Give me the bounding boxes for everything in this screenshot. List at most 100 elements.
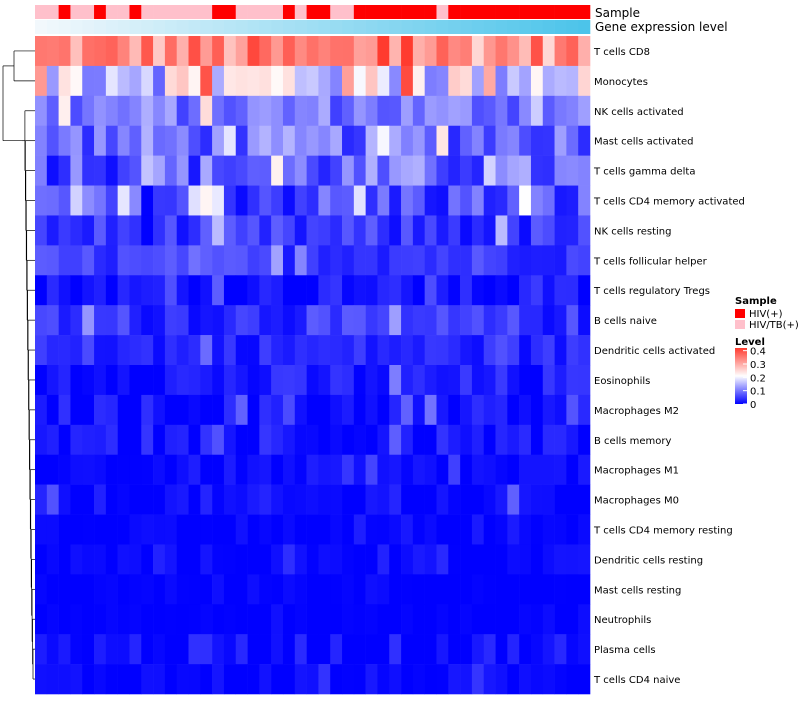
heatmap-cell xyxy=(389,544,402,575)
heatmap-cell xyxy=(141,95,154,127)
gene-expression-annotation-cell xyxy=(58,20,71,34)
heatmap-cell xyxy=(377,305,390,336)
heatmap-cell xyxy=(460,394,473,426)
heatmap-cell xyxy=(554,484,567,515)
heatmap-cell xyxy=(495,95,508,127)
heatmap-cell xyxy=(483,664,496,695)
heatmap-cell xyxy=(188,245,201,276)
heatmap-cell xyxy=(519,65,532,97)
heatmap-cell xyxy=(306,155,319,186)
gene-expression-annotation-cell xyxy=(35,20,48,34)
heatmap-cell xyxy=(247,305,260,336)
heatmap-cell xyxy=(223,514,237,545)
heatmap-cell xyxy=(58,65,71,97)
heatmap-cell xyxy=(377,125,390,156)
gene-expression-annotation-cell xyxy=(82,20,95,34)
sample-annotation-cell xyxy=(318,5,331,19)
heatmap-cell xyxy=(70,185,83,216)
heatmap-cell xyxy=(377,604,390,635)
heatmap-cell xyxy=(282,365,296,396)
heatmap-cell xyxy=(412,604,425,635)
legend-tick-label: 0.3 xyxy=(750,360,766,371)
heatmap-cell xyxy=(306,634,319,665)
heatmap-cell xyxy=(365,664,378,695)
heatmap-cell xyxy=(566,65,579,97)
heatmap-cell xyxy=(35,185,48,216)
heatmap-cell xyxy=(282,185,296,216)
heatmap-cell xyxy=(176,454,189,485)
heatmap-cell xyxy=(259,65,272,97)
heatmap-cell xyxy=(342,664,355,695)
heatmap-cell xyxy=(519,365,532,396)
heatmap-cell xyxy=(530,185,544,216)
heatmap-cell xyxy=(330,65,343,97)
heatmap-cell xyxy=(578,664,591,695)
heatmap-cell xyxy=(271,634,284,665)
heatmap-cell xyxy=(401,65,414,97)
heatmap-cell xyxy=(424,36,437,67)
gene-expression-annotation-bar xyxy=(35,20,591,34)
heatmap-cell xyxy=(294,514,307,545)
heatmap-cell xyxy=(436,215,449,246)
heatmap-cell xyxy=(105,484,118,515)
heatmap-cell xyxy=(129,36,142,67)
heatmap-cell xyxy=(578,95,591,127)
heatmap-cell xyxy=(235,604,248,635)
heatmap-cell xyxy=(401,335,414,366)
heatmap-cell xyxy=(82,275,95,306)
heatmap-cell xyxy=(94,544,107,575)
heatmap-cell xyxy=(471,215,485,246)
row-labels: T cells CD8 Monocytes NK cells activated Ma… xyxy=(593,47,745,686)
heatmap-cell xyxy=(82,664,95,695)
heatmap-cell xyxy=(412,664,425,695)
heatmap-cell xyxy=(542,245,555,276)
heatmap-cell xyxy=(82,125,95,156)
heatmap-cell xyxy=(235,305,248,336)
heatmap-cell xyxy=(460,365,473,396)
heatmap-cell xyxy=(82,574,95,605)
heatmap-cell xyxy=(353,95,366,127)
heatmap-cell xyxy=(519,604,532,635)
heatmap-cell xyxy=(342,245,355,276)
heatmap-cell xyxy=(94,514,107,545)
heatmap-cell xyxy=(271,394,284,426)
heatmap-cell xyxy=(46,574,59,605)
heatmap-cell xyxy=(294,215,307,246)
heatmap-cell xyxy=(519,125,532,156)
heatmap-cell xyxy=(153,544,166,575)
heatmap-cell xyxy=(212,305,225,336)
heatmap-cell xyxy=(542,484,555,515)
heatmap-cell xyxy=(342,185,355,216)
sample-annotation-cell xyxy=(401,5,414,19)
heatmap-cell xyxy=(58,275,71,306)
heatmap-cell xyxy=(259,36,272,67)
heatmap-cell xyxy=(46,544,59,575)
heatmap-cell xyxy=(153,305,166,336)
heatmap-cell xyxy=(141,335,154,366)
heatmap-cell xyxy=(412,634,425,665)
heatmap-cell xyxy=(70,365,83,396)
heatmap-cell xyxy=(271,95,284,127)
heatmap-cell xyxy=(448,215,461,246)
heatmap-cell xyxy=(200,36,213,67)
heatmap-cell xyxy=(330,664,343,695)
heatmap-cell xyxy=(412,245,425,276)
heatmap-cell xyxy=(141,65,154,97)
heatmap-cell xyxy=(259,215,272,246)
heatmap-cell xyxy=(542,664,555,695)
heatmap-cell xyxy=(377,185,390,216)
heatmap-cell xyxy=(271,514,284,545)
heatmap-cell xyxy=(282,454,296,485)
heatmap-cell xyxy=(176,335,189,366)
heatmap-cell xyxy=(542,95,555,127)
heatmap-cell xyxy=(141,245,154,276)
heatmap-cell xyxy=(235,36,248,67)
heatmap-cell xyxy=(94,125,107,156)
heatmap-cell xyxy=(330,275,343,306)
heatmap-cell xyxy=(448,634,461,665)
heatmap-cell xyxy=(460,424,473,456)
row-label: Dendritic cells resting xyxy=(594,555,703,566)
heatmap-cell xyxy=(235,125,248,156)
heatmap-cell xyxy=(235,544,248,575)
heatmap-cell xyxy=(94,424,107,456)
